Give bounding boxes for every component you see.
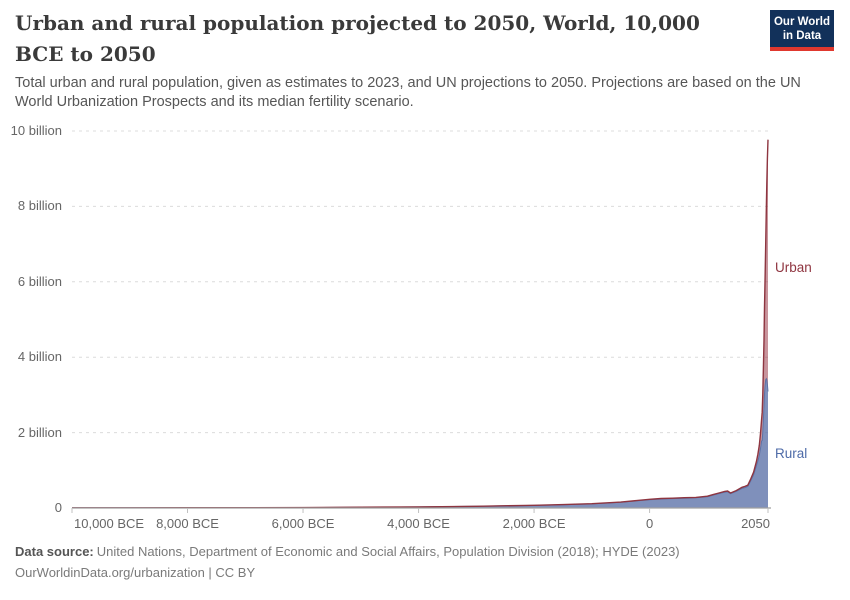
credit-line: OurWorldinData.org/urbanization | CC BY — [15, 565, 256, 580]
y-axis-tick-label: 8 billion — [17, 198, 62, 214]
owid-logo-line1: Our World — [773, 16, 830, 28]
series-label-urban: Urban — [775, 260, 812, 275]
y-axis-tick-label: 10 billion — [10, 123, 62, 138]
series-label-rural: Rural — [775, 446, 808, 461]
data-source-text: United Nations, Department of Economic a… — [96, 544, 680, 559]
data-source-line: Data source: United Nations, Department o… — [15, 541, 835, 562]
urban-area — [72, 139, 768, 508]
urban-line — [72, 139, 769, 509]
data-source-label: Data source: — [15, 544, 94, 559]
x-axis-tick-label: 8,000 BCE — [156, 516, 219, 531]
rural-area — [72, 378, 768, 508]
y-axis-tick-label: 4 billion — [17, 349, 62, 365]
owid-logo: Our World in Data — [770, 10, 834, 51]
chart-footer: Data source: United Nations, Department o… — [15, 541, 835, 583]
owid-logo-line2: in Data — [782, 30, 822, 42]
y-axis-tick-label: 6 billion — [17, 273, 62, 289]
x-axis-tick-label: 6,000 BCE — [271, 516, 335, 531]
chart-subtitle: Total urban and rural population, given … — [15, 75, 801, 110]
x-axis-tick-label: 4,000 BCE — [387, 516, 450, 531]
x-axis-tick-label: 2050 — [741, 516, 770, 531]
x-axis-tick-label: 0 — [645, 516, 654, 531]
x-axis-tick-label: 2,000 BCE — [502, 516, 566, 531]
x-axis-tick-label: 10,000 BCE — [74, 516, 145, 531]
page-title: Urban and rural population projected to … — [15, 11, 700, 66]
rural-line — [72, 377, 769, 509]
y-axis-tick-label: 0 — [54, 500, 62, 515]
y-axis-tick-label: 2 billion — [17, 424, 62, 440]
